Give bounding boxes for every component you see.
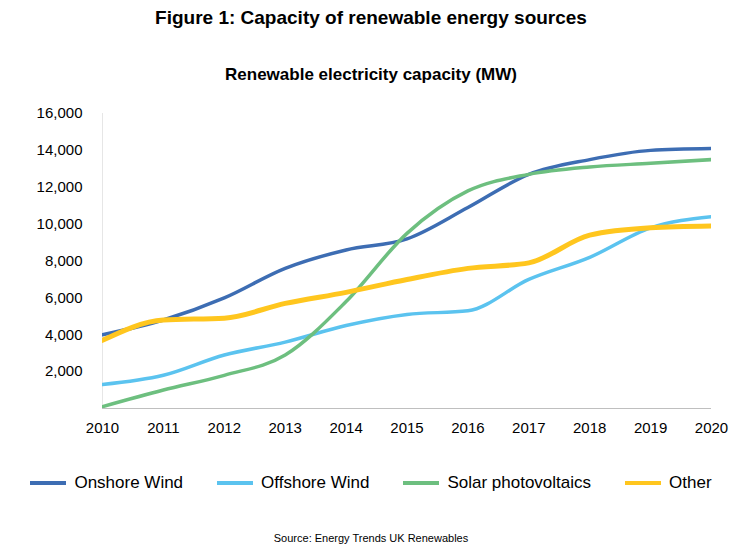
html-text:Solar photovoltaics: Solar photovoltaics	[447, 473, 592, 492]
html-text:Onshore Wind: Onshore Wind	[74, 473, 184, 492]
svg-text:2017: 2017	[512, 419, 545, 436]
svg-text:2014: 2014	[329, 419, 362, 436]
html-text:Figure 1: Capacity of renewabl: Figure 1: Capacity of renewable energy s…	[155, 7, 587, 28]
html-text:Renewable electricity capacity: Renewable electricity capacity (MW)	[225, 65, 517, 84]
svg-text:16,000: 16,000	[37, 104, 83, 121]
svg-text:2016: 2016	[451, 419, 484, 436]
svg-text:2020: 2020	[695, 419, 728, 436]
html-text:Source: Energy Trends UK Renew: Source: Energy Trends UK Renewables	[273, 532, 469, 544]
svg-text:14,000: 14,000	[37, 141, 83, 158]
svg-text:10,000: 10,000	[37, 215, 83, 232]
svg-text:2,000: 2,000	[45, 362, 83, 379]
svg-text:6,000: 6,000	[45, 289, 83, 306]
svg-text:12,000: 12,000	[37, 178, 83, 195]
html-text:Offshore Wind: Offshore Wind	[261, 473, 370, 492]
svg-text:2012: 2012	[208, 419, 241, 436]
svg-text:2010: 2010	[86, 419, 119, 436]
html-text:Other: Other	[669, 473, 712, 492]
svg-text:2019: 2019	[634, 419, 667, 436]
svg-text:2018: 2018	[573, 419, 606, 436]
svg-text:8,000: 8,000	[45, 252, 83, 269]
svg-text:2011: 2011	[147, 419, 179, 436]
svg-text:4,000: 4,000	[45, 326, 83, 343]
svg-text:2013: 2013	[269, 419, 302, 436]
svg-text:2015: 2015	[390, 419, 423, 436]
